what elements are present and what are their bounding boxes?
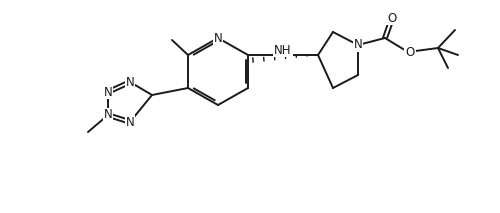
Text: O: O — [406, 46, 414, 59]
Text: O: O — [388, 12, 396, 24]
Text: N: N — [354, 39, 362, 52]
Text: NH: NH — [274, 43, 292, 56]
Text: N: N — [126, 75, 134, 88]
Text: N: N — [104, 108, 112, 121]
Text: N: N — [126, 115, 134, 128]
Text: N: N — [104, 85, 112, 98]
Text: N: N — [214, 32, 222, 45]
